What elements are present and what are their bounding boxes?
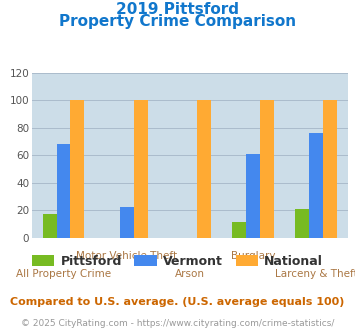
Text: © 2025 CityRating.com - https://www.cityrating.com/crime-statistics/: © 2025 CityRating.com - https://www.city… bbox=[21, 319, 334, 328]
Bar bbox=[323, 100, 337, 238]
Text: Burglary: Burglary bbox=[231, 251, 275, 261]
Text: Larceny & Theft: Larceny & Theft bbox=[275, 269, 355, 279]
Text: Motor Vehicle Theft: Motor Vehicle Theft bbox=[76, 251, 177, 261]
Bar bbox=[295, 209, 309, 238]
Bar bbox=[120, 207, 134, 238]
Bar bbox=[56, 144, 71, 238]
Bar bbox=[43, 214, 56, 238]
Bar bbox=[197, 100, 211, 238]
Bar bbox=[309, 133, 323, 238]
Text: All Property Crime: All Property Crime bbox=[16, 269, 111, 279]
Bar bbox=[246, 154, 260, 238]
Bar bbox=[260, 100, 274, 238]
Legend: Pittsford, Vermont, National: Pittsford, Vermont, National bbox=[27, 249, 328, 273]
Text: 2019 Pittsford: 2019 Pittsford bbox=[116, 2, 239, 16]
Bar bbox=[71, 100, 84, 238]
Text: Arson: Arson bbox=[175, 269, 205, 279]
Text: Compared to U.S. average. (U.S. average equals 100): Compared to U.S. average. (U.S. average … bbox=[10, 297, 345, 307]
Bar bbox=[134, 100, 148, 238]
Text: Property Crime Comparison: Property Crime Comparison bbox=[59, 14, 296, 29]
Bar bbox=[232, 222, 246, 238]
